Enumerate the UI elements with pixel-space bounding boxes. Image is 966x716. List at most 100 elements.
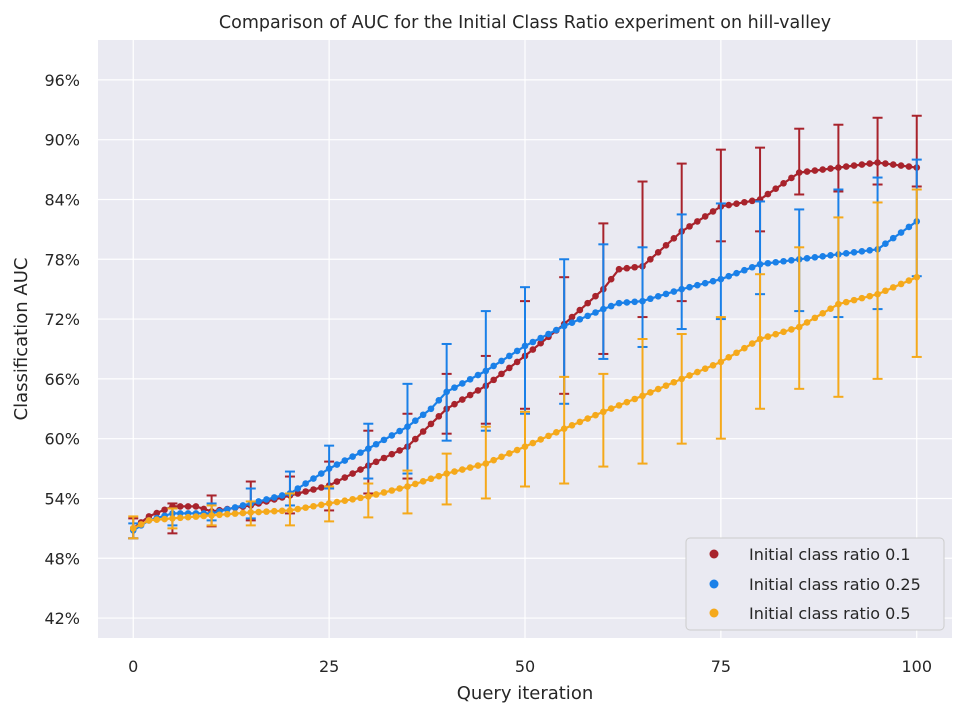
data-point	[803, 319, 811, 326]
data-point	[701, 279, 709, 287]
data-point	[850, 248, 858, 256]
data-point	[647, 295, 654, 303]
data-point	[396, 447, 403, 454]
data-point	[310, 502, 317, 510]
data-point	[701, 213, 709, 220]
data-point	[647, 255, 654, 263]
data-point	[592, 292, 599, 300]
data-point	[631, 298, 638, 306]
data-point	[270, 494, 278, 501]
data-point	[913, 273, 921, 281]
data-point	[882, 287, 889, 295]
data-point	[780, 328, 787, 336]
data-point	[717, 358, 725, 366]
data-point	[459, 466, 466, 473]
data-point	[537, 339, 544, 347]
data-point	[396, 485, 403, 492]
data-point	[576, 306, 584, 314]
data-point	[231, 504, 239, 511]
data-point	[772, 330, 780, 338]
data-point	[733, 200, 740, 207]
data-point	[553, 428, 560, 436]
data-point	[568, 422, 576, 429]
data-point	[255, 498, 262, 505]
data-point	[647, 389, 654, 396]
data-point	[286, 507, 294, 514]
data-point	[521, 443, 529, 450]
data-point	[412, 417, 419, 425]
data-point	[607, 302, 615, 310]
data-point	[623, 398, 631, 406]
data-point	[529, 338, 537, 346]
data-point	[748, 197, 756, 205]
data-point	[748, 340, 756, 347]
data-point	[537, 334, 544, 342]
data-point	[576, 418, 584, 426]
data-point	[184, 503, 192, 510]
data-point	[686, 372, 693, 379]
data-point	[897, 229, 905, 236]
series-layer	[128, 114, 922, 540]
data-point	[153, 509, 161, 517]
x-axis-label: Query iteration	[457, 683, 593, 704]
data-point	[341, 497, 349, 504]
data-point	[560, 322, 568, 330]
data-point	[741, 344, 748, 352]
data-point	[365, 445, 372, 452]
data-point	[639, 297, 646, 305]
data-point	[506, 450, 513, 457]
data-point	[380, 489, 388, 496]
data-point	[443, 470, 450, 477]
data-point	[670, 378, 678, 386]
data-point	[302, 488, 309, 495]
data-point	[858, 247, 866, 255]
data-point	[866, 292, 874, 300]
data-point	[905, 163, 913, 170]
data-point	[827, 305, 834, 313]
data-point	[858, 161, 866, 168]
data-point	[255, 508, 262, 516]
data-point	[725, 354, 733, 361]
markers	[129, 273, 921, 532]
legend-box	[685, 537, 945, 631]
data-point	[576, 315, 584, 323]
data-point	[419, 428, 427, 435]
data-point	[129, 525, 137, 532]
data-point	[709, 362, 717, 369]
ticks: 42% 48% 54% 60% 66% 72% 78% 84% 90% 96% 0 25 50 75 100	[44, 71, 932, 676]
legend-marker	[709, 579, 719, 589]
data-point	[811, 253, 819, 261]
data-point	[498, 370, 505, 378]
data-point	[654, 293, 662, 300]
data-point	[169, 515, 176, 522]
data-point	[513, 347, 521, 355]
data-point	[780, 180, 787, 187]
data-point	[709, 277, 717, 285]
data-point	[874, 159, 881, 166]
data-point	[592, 309, 599, 316]
data-point	[506, 352, 513, 360]
data-point	[208, 512, 215, 519]
data-point	[145, 517, 153, 524]
data-point	[223, 510, 231, 518]
data-point	[897, 280, 905, 288]
data-point	[412, 435, 419, 443]
data-point	[435, 396, 443, 404]
data-point	[349, 470, 356, 477]
data-point	[803, 254, 811, 262]
data-point	[803, 168, 811, 175]
data-point	[889, 284, 897, 291]
data-point	[866, 160, 874, 167]
data-point	[725, 272, 733, 280]
data-point	[545, 330, 552, 338]
data-point	[741, 198, 748, 206]
data-point	[694, 218, 701, 225]
data-point	[176, 503, 184, 510]
series-line	[132, 276, 918, 530]
data-point	[678, 375, 685, 383]
data-point	[459, 380, 466, 387]
data-point	[615, 265, 623, 273]
data-point	[623, 299, 631, 306]
data-point	[349, 495, 356, 503]
